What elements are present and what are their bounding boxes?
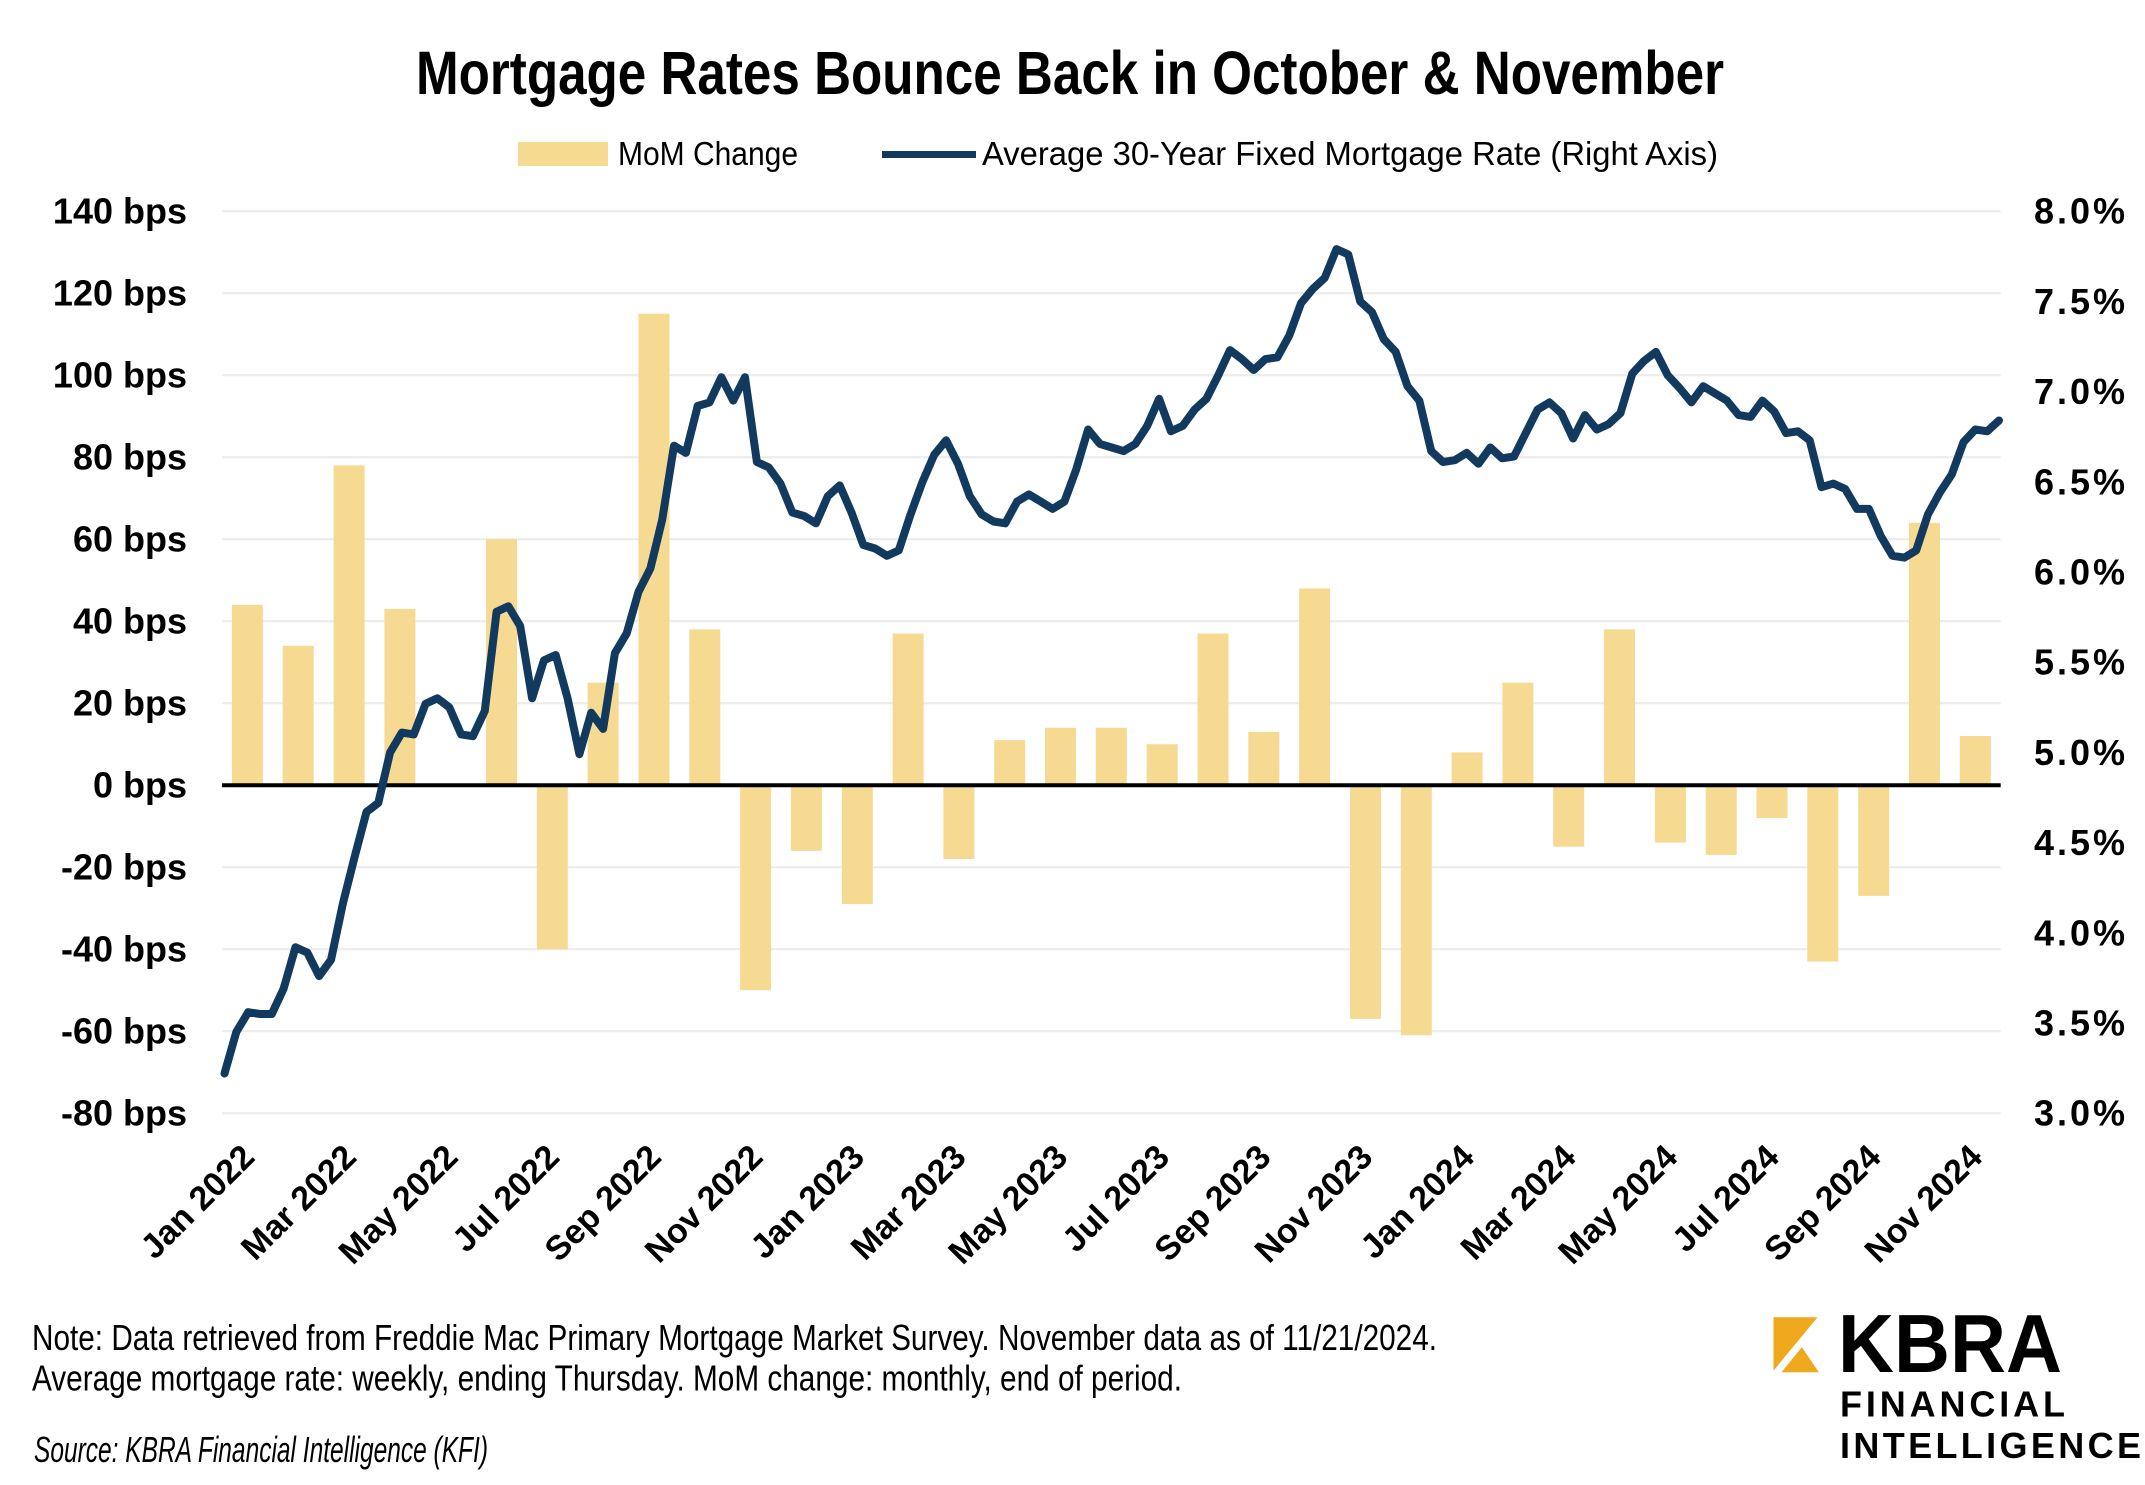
svg-text:Mortgage Rates Bounce Back in: Mortgage Rates Bounce Back in October & … xyxy=(416,39,1724,107)
svg-text:100 bps: 100 bps xyxy=(53,355,187,396)
svg-text:140 bps: 140 bps xyxy=(53,191,187,232)
svg-text:-40 bps: -40 bps xyxy=(61,929,187,970)
svg-text:6.5%: 6.5% xyxy=(2034,461,2125,502)
svg-text:KBRA: KBRA xyxy=(1838,1297,2062,1390)
svg-text:8.0%: 8.0% xyxy=(2034,191,2125,232)
svg-text:80 bps: 80 bps xyxy=(73,437,187,478)
svg-text:3.5%: 3.5% xyxy=(2034,1003,2125,1044)
svg-text:3.0%: 3.0% xyxy=(2034,1093,2125,1134)
svg-text:FINANCIAL: FINANCIAL xyxy=(1840,1384,2065,1425)
svg-text:7.5%: 7.5% xyxy=(2034,281,2125,322)
svg-text:4.5%: 4.5% xyxy=(2034,822,2125,863)
svg-text:INTELLIGENCE: INTELLIGENCE xyxy=(1840,1425,2141,1466)
svg-text:Average mortgage rate: weekly,: Average mortgage rate: weekly, ending Th… xyxy=(32,1358,1182,1399)
svg-text:20 bps: 20 bps xyxy=(73,683,187,724)
svg-text:120 bps: 120 bps xyxy=(53,273,187,314)
svg-text:-80 bps: -80 bps xyxy=(61,1093,187,1134)
svg-text:-60 bps: -60 bps xyxy=(61,1011,187,1052)
svg-text:4.0%: 4.0% xyxy=(2034,912,2125,953)
svg-text:Source: KBRA Financial Intelli: Source: KBRA Financial Intelligence (KFI… xyxy=(34,1429,488,1470)
svg-text:-20 bps: -20 bps xyxy=(61,847,187,888)
svg-text:60 bps: 60 bps xyxy=(73,519,187,560)
svg-text:Average 30-Year Fixed Mortgage: Average 30-Year Fixed Mortgage Rate (Rig… xyxy=(982,135,1718,172)
svg-text:40 bps: 40 bps xyxy=(73,601,187,642)
svg-text:5.5%: 5.5% xyxy=(2034,642,2125,683)
svg-text:5.0%: 5.0% xyxy=(2034,732,2125,773)
svg-text:7.0%: 7.0% xyxy=(2034,371,2125,412)
svg-text:0 bps: 0 bps xyxy=(93,765,187,806)
svg-text:Note: Data retrieved from Fred: Note: Data retrieved from Freddie Mac Pr… xyxy=(32,1317,1437,1358)
svg-text:MoM Change: MoM Change xyxy=(618,135,798,172)
svg-text:6.0%: 6.0% xyxy=(2034,552,2125,593)
